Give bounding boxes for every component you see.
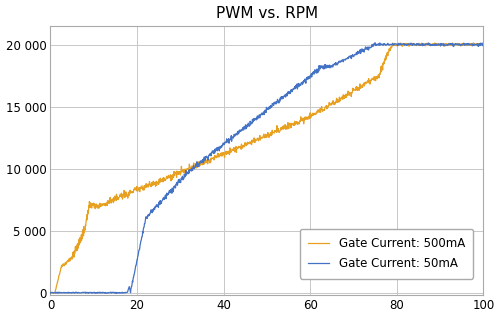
Title: PWM vs. RPM: PWM vs. RPM (216, 5, 318, 21)
Gate Current: 50mA: (100, 2.01e+04): 50mA: (100, 2.01e+04) (480, 42, 486, 46)
Gate Current: 500mA: (97.7, 2.01e+04): 500mA: (97.7, 2.01e+04) (470, 41, 476, 45)
Gate Current: 500mA: (8.29, 5.91e+03): 500mA: (8.29, 5.91e+03) (84, 218, 89, 221)
Line: Gate Current: 50mA: Gate Current: 50mA (50, 43, 484, 293)
Gate Current: 500mA: (37.6, 1.09e+04): 500mA: (37.6, 1.09e+04) (210, 156, 216, 160)
Line: Gate Current: 500mA: Gate Current: 500mA (50, 43, 484, 293)
Gate Current: 500mA: (9.9, 7.15e+03): 500mA: (9.9, 7.15e+03) (90, 202, 96, 206)
Gate Current: 500mA: (28.1, 9.13e+03): 500mA: (28.1, 9.13e+03) (169, 177, 175, 181)
Gate Current: 50mA: (6.42, 7.04): 50mA: (6.42, 7.04) (76, 291, 82, 294)
Gate Current: 500mA: (72.5, 1.69e+04): 500mA: (72.5, 1.69e+04) (362, 81, 368, 85)
Gate Current: 50mA: (21.1, 4.51e+03): 50mA: (21.1, 4.51e+03) (139, 235, 145, 239)
Gate Current: 50mA: (72.4, 1.94e+04): 50mA: (72.4, 1.94e+04) (361, 50, 367, 54)
Gate Current: 500mA: (0, 0): 500mA: (0, 0) (48, 291, 54, 295)
Gate Current: 500mA: (100, 2.01e+04): 500mA: (100, 2.01e+04) (480, 42, 486, 45)
Gate Current: 50mA: (16.4, -13.5): 50mA: (16.4, -13.5) (118, 291, 124, 295)
Gate Current: 50mA: (0, -23.9): 50mA: (0, -23.9) (48, 291, 54, 295)
Gate Current: 50mA: (96.8, 2e+04): 50mA: (96.8, 2e+04) (466, 43, 472, 47)
Legend: Gate Current: 500mA, Gate Current: 50mA: Gate Current: 500mA, Gate Current: 50mA (300, 229, 473, 279)
Gate Current: 50mA: (4.84, -29.9): 50mA: (4.84, -29.9) (68, 291, 74, 295)
Gate Current: 500mA: (23.5, 8.64e+03): 500mA: (23.5, 8.64e+03) (149, 183, 155, 187)
Gate Current: 50mA: (1.41, -12.9): 50mA: (1.41, -12.9) (54, 291, 60, 295)
Gate Current: 50mA: (75, 2.01e+04): 50mA: (75, 2.01e+04) (372, 41, 378, 45)
